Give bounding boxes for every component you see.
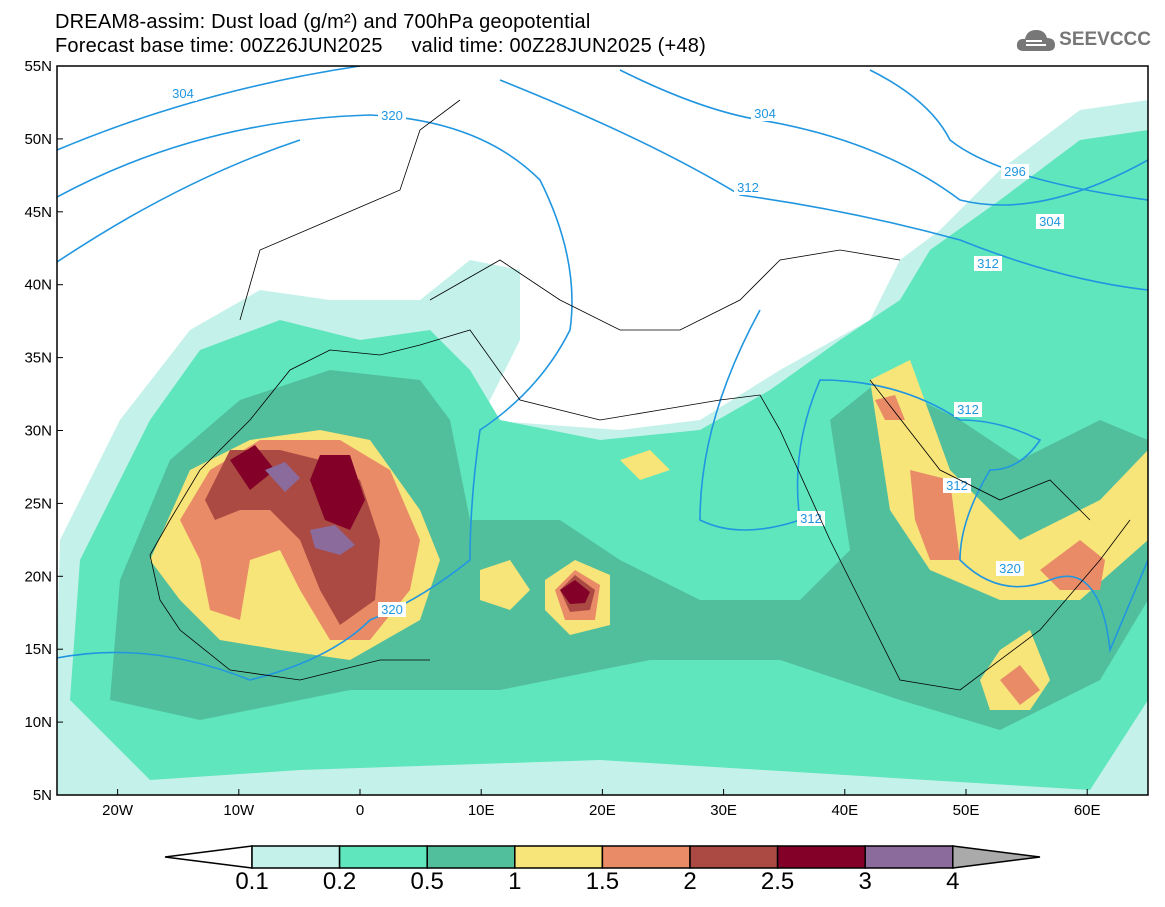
- contour-label-bg: [954, 402, 982, 417]
- dust-level-2.5: [230, 445, 590, 604]
- seevccc-logo: SEEVCCC: [1016, 27, 1151, 53]
- contour-labels: 304 320 304 312 296 304 312 312 312 312 320 320: [169, 86, 1064, 617]
- colorbar-level-label: 1.5: [585, 868, 620, 895]
- colorbar-swatch: [338, 845, 428, 869]
- contour-label-bg: [974, 256, 1002, 271]
- contour-line: [499, 79, 1148, 291]
- contour-label: 312: [737, 180, 759, 195]
- lon-label: 40E: [831, 802, 858, 819]
- lon-label: 20W: [102, 802, 134, 819]
- colorbar-swatch: [426, 845, 516, 869]
- lat-label: 40N: [24, 277, 52, 294]
- colorbar-level-label: 1: [508, 868, 522, 895]
- colorbar: [164, 845, 1041, 869]
- geopotential-contours: [57, 66, 1148, 681]
- lat-label: 25N: [24, 495, 52, 512]
- colorbar-level-label: 3: [858, 868, 872, 895]
- contour-label: 304: [172, 86, 194, 101]
- lon-label: 60E: [1074, 802, 1101, 819]
- lon-label: 10W: [223, 802, 255, 819]
- colorbar-level-label: 4: [946, 868, 960, 895]
- contour-label: 312: [957, 402, 979, 417]
- contour-label: 304: [754, 106, 776, 121]
- lon-label: 50E: [953, 802, 980, 819]
- dust-level-1: [150, 360, 1148, 710]
- dust-level-3: [265, 462, 355, 555]
- colorbar-swatch: [514, 845, 604, 869]
- contour-label-bg: [797, 511, 825, 526]
- contour-label-bg: [996, 561, 1024, 576]
- lon-label: 0: [356, 802, 364, 819]
- dust-level-2: [205, 450, 595, 625]
- contour-label: 320: [381, 108, 403, 123]
- contour-line: [57, 66, 361, 151]
- contour-line: [699, 309, 1148, 654]
- colorbar-over-arrow: [952, 845, 1041, 869]
- contour-label: 296: [1004, 164, 1026, 179]
- colorbar-swatch: [251, 845, 341, 869]
- lon-label: 20E: [589, 802, 616, 819]
- contour-label-bg: [169, 86, 197, 101]
- colorbar-level-label: 0.5: [410, 868, 444, 895]
- contour-line: [57, 114, 573, 681]
- forecast-time: Forecast base time: 00Z26JUN2025 valid t…: [55, 35, 706, 57]
- contour-label: 312: [946, 478, 968, 493]
- lon-label: 10E: [468, 802, 495, 819]
- lat-label: 5N: [33, 787, 52, 804]
- lat-label: 30N: [24, 423, 52, 440]
- contour-label-bg: [1001, 164, 1029, 179]
- contour-label-bg: [378, 602, 406, 617]
- colorbar-level-label: 0.1: [235, 868, 269, 895]
- coastlines: [149, 99, 1131, 691]
- contour-label: 304: [1039, 214, 1061, 229]
- dust-field: [57, 100, 1148, 795]
- contour-label: 320: [999, 561, 1021, 576]
- colorbar-swatch: [601, 845, 691, 869]
- logo-text: SEEVCCC: [1059, 29, 1151, 50]
- lat-label: 15N: [24, 641, 52, 658]
- contour-label-bg: [751, 106, 779, 121]
- map-axes: 55N 50N 45N 40N 35N 30N 25N 20N 15N 10N 5N 20W 10W 0 1…: [24, 58, 1100, 819]
- lon-label: 30E: [710, 802, 737, 819]
- contour-label-bg: [734, 180, 762, 195]
- colorbar-under-arrow: [164, 845, 253, 869]
- lat-label: 45N: [24, 204, 52, 221]
- contour-line: [57, 139, 301, 263]
- cloud-icon: [1017, 30, 1056, 51]
- colorbar-level-label: 2: [683, 868, 697, 895]
- lat-label: 20N: [24, 568, 52, 585]
- contour-label: 312: [800, 511, 822, 526]
- contour-line: [619, 69, 1148, 206]
- contour-label-bg: [378, 108, 406, 123]
- colorbar-swatch: [864, 845, 954, 869]
- lat-label: 10N: [24, 714, 52, 731]
- colorbar-level-label: 0.2: [322, 868, 357, 895]
- contour-label: 312: [977, 256, 999, 271]
- lat-label: 55N: [24, 58, 52, 75]
- colorbar-swatch: [689, 845, 779, 869]
- contour-label: 320: [381, 602, 403, 617]
- contour-label-bg: [1036, 214, 1064, 229]
- colorbar-swatch: [776, 845, 866, 869]
- contour-line: [869, 69, 1148, 201]
- map-title: DREAM8-assim: Dust load (g/m²) and 700hP…: [55, 11, 591, 33]
- lat-label: 35N: [24, 350, 52, 367]
- colorbar-level-label: 2.5: [760, 868, 795, 895]
- lat-label: 50N: [24, 131, 52, 148]
